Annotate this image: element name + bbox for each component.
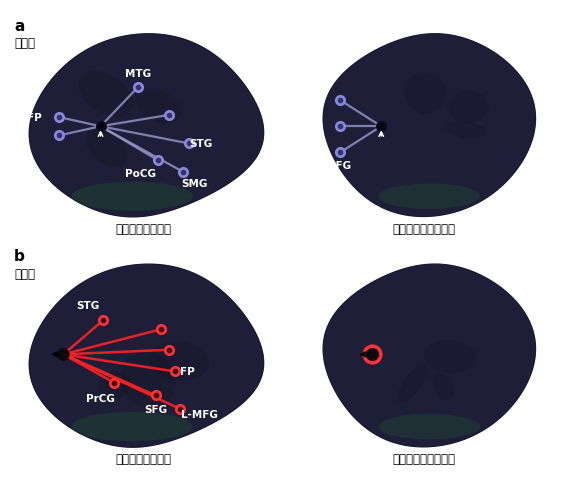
Text: L-MFG: L-MFG — [181, 409, 218, 419]
Ellipse shape — [404, 74, 446, 115]
Polygon shape — [323, 35, 535, 217]
Ellipse shape — [98, 371, 131, 399]
Ellipse shape — [78, 72, 133, 117]
Text: SFG: SFG — [328, 161, 352, 171]
Ellipse shape — [397, 363, 429, 404]
Ellipse shape — [445, 122, 487, 139]
Text: PrCG: PrCG — [86, 393, 115, 403]
Ellipse shape — [424, 340, 476, 374]
Text: 左半球: 左半球 — [14, 37, 35, 50]
Polygon shape — [323, 265, 535, 447]
Text: STG: STG — [189, 139, 213, 149]
Ellipse shape — [86, 128, 128, 168]
Text: MTG: MTG — [125, 69, 151, 78]
Ellipse shape — [71, 412, 193, 441]
Text: STG: STG — [77, 301, 100, 311]
Ellipse shape — [121, 351, 175, 408]
Text: SMG: SMG — [181, 179, 207, 189]
Text: PoCG: PoCG — [125, 168, 156, 179]
Text: FP: FP — [27, 113, 42, 123]
Text: 聆听母亲的声音时: 聆听母亲的声音时 — [115, 452, 171, 465]
Text: FP: FP — [308, 122, 323, 132]
Ellipse shape — [150, 341, 209, 381]
Text: 聆听其他人的声音时: 聆听其他人的声音时 — [392, 452, 455, 465]
Ellipse shape — [432, 373, 454, 401]
Polygon shape — [29, 35, 264, 217]
Text: FP: FP — [180, 367, 194, 377]
Ellipse shape — [378, 414, 480, 439]
Ellipse shape — [448, 91, 489, 124]
Text: SFG: SFG — [144, 404, 167, 414]
Ellipse shape — [71, 182, 193, 212]
Text: b: b — [14, 249, 25, 264]
Text: 聆听母亲的声音时: 聆听母亲的声音时 — [115, 222, 171, 235]
Ellipse shape — [378, 184, 480, 210]
Ellipse shape — [135, 91, 181, 124]
Text: a: a — [14, 19, 24, 34]
Text: 聆听其他人的声音时: 聆听其他人的声音时 — [392, 222, 455, 235]
Text: 右半球: 右半球 — [14, 267, 35, 280]
Polygon shape — [29, 265, 264, 447]
